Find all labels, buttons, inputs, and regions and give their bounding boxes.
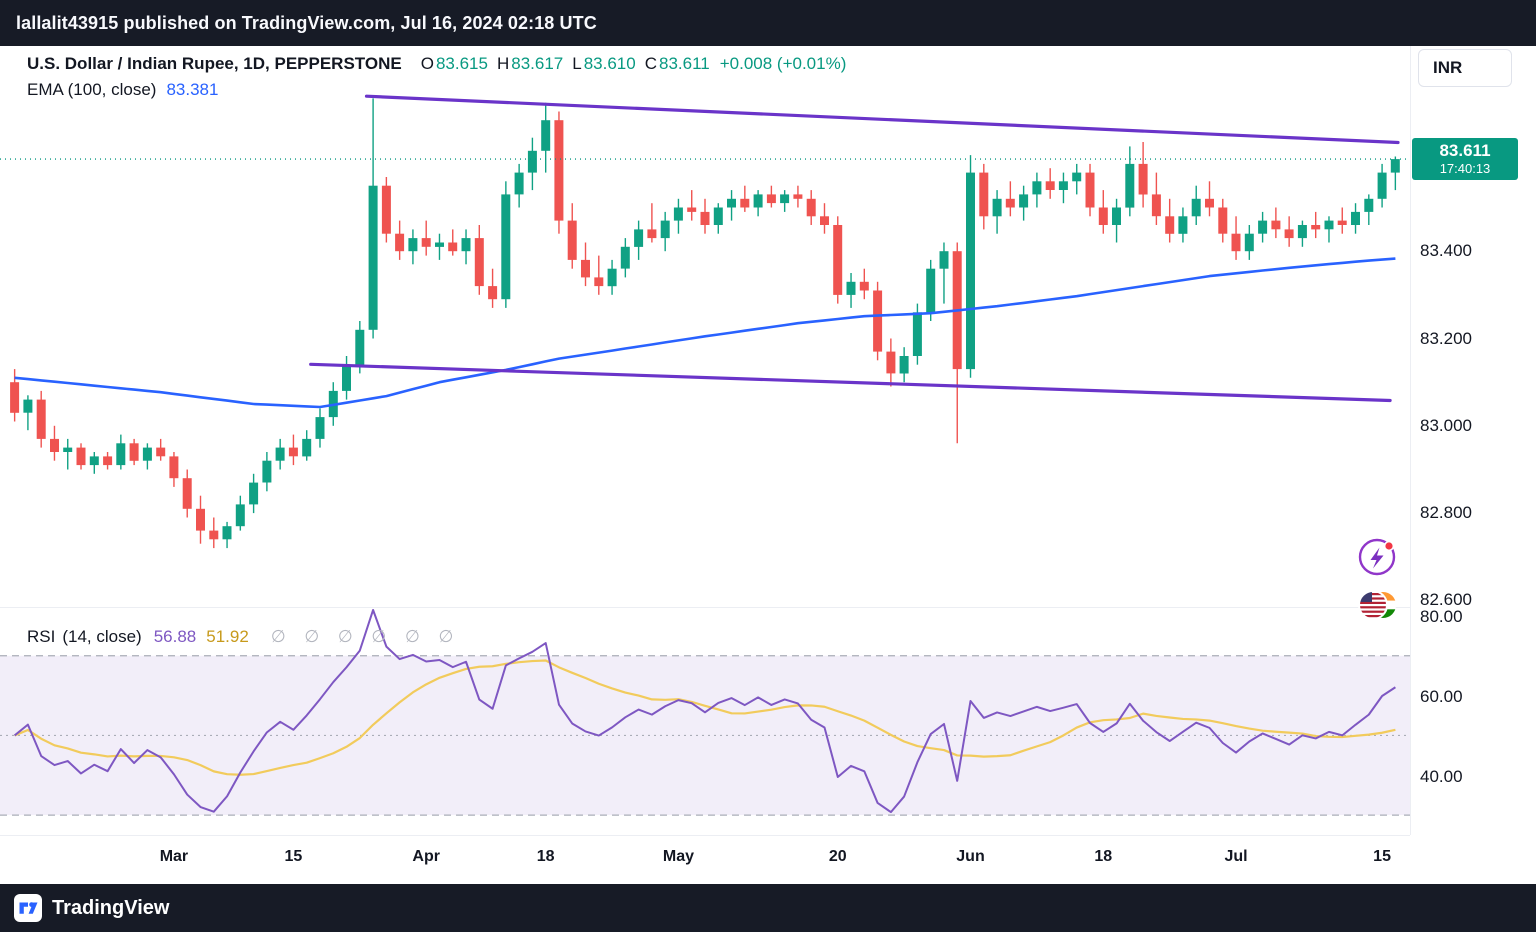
time-tick-label: Jul (1224, 848, 1248, 865)
tradingview-logo[interactable] (14, 894, 42, 922)
ema-row: EMA (100, close) 83.381 (27, 80, 846, 100)
ohlc-row: U.S. Dollar / Indian Rupee, 1D, PEPPERST… (27, 54, 846, 74)
ema-value: 83.381 (166, 80, 219, 99)
rsi-tick-label: 40.00 (1420, 767, 1463, 786)
rsi-chart-svg[interactable] (0, 608, 1410, 835)
time-tick-label: Mar (159, 848, 189, 865)
usdinr-flag-icon (1358, 590, 1396, 620)
price-axis[interactable]: 83.400 83.200 83.000 82.800 82.600 (1410, 46, 1536, 610)
currency-unit-button[interactable]: INR (1418, 49, 1512, 87)
rsi-hidden-args: ∅ ∅ ∅ ∅ ∅ ∅ (270, 627, 454, 646)
open-value: 83.615 (435, 54, 488, 73)
rsi-axis[interactable]: 80.00 60.00 40.00 (1410, 607, 1536, 835)
price-tick-label: 83.000 (1420, 415, 1472, 435)
price-tick-label: 83.200 (1420, 328, 1472, 348)
time-tick-label: Jun (956, 848, 985, 865)
publish-info-text: lallalit43915 published on TradingView.c… (16, 12, 597, 33)
flash-ideas-icon[interactable] (1356, 536, 1398, 578)
candlestick-chart-svg[interactable] (0, 46, 1410, 607)
rsi-title[interactable]: RSI (27, 627, 56, 646)
rsi-legend: RSI (14, close) 56.88 51.92 ∅ ∅ ∅ ∅ ∅ ∅ (27, 627, 453, 647)
time-tick-label: 18 (536, 848, 555, 865)
time-tick-label: Apr (412, 848, 440, 865)
last-price-value: 83.611 (1439, 141, 1491, 161)
rsi-ma-value: 51.92 (206, 627, 249, 646)
price-change: +0.008 (+0.01%) (719, 54, 847, 73)
price-tick-label: 83.400 (1420, 241, 1472, 261)
time-axis[interactable]: Mar 15 Apr 18 May 20 Jun 18 Jul 15 (0, 835, 1410, 884)
symbol-title[interactable]: U.S. Dollar / Indian Rupee, 1D, PEPPERST… (27, 54, 402, 73)
rsi-value: 56.88 (153, 627, 197, 646)
close-label: C (644, 54, 657, 73)
chart-floating-icons (1356, 536, 1398, 626)
time-tick-label: 15 (1373, 848, 1391, 865)
low-value: 83.610 (583, 54, 636, 73)
rsi-tick-label: 60.00 (1420, 687, 1463, 706)
time-tick-label: 15 (284, 848, 303, 865)
bar-countdown: 17:40:13 (1439, 161, 1491, 177)
low-label: L (572, 54, 582, 73)
footer-bar: TradingView (0, 884, 1536, 932)
rsi-tick-label: 80.00 (1420, 607, 1463, 626)
chart-area: U.S. Dollar / Indian Rupee, 1D, PEPPERST… (0, 46, 1536, 884)
high-label: H (496, 54, 510, 73)
price-pane[interactable] (0, 46, 1410, 607)
last-price-badge: 83.611 17:40:13 (1412, 138, 1518, 181)
time-tick-label: 18 (1094, 848, 1113, 865)
ema-label[interactable]: EMA (100, close) (27, 80, 157, 99)
brand-name: TradingView (52, 896, 170, 919)
close-value: 83.611 (658, 54, 710, 73)
symbol-legend: U.S. Dollar / Indian Rupee, 1D, PEPPERST… (27, 54, 846, 106)
publish-info-bar: lallalit43915 published on TradingView.c… (0, 0, 1536, 46)
time-tick-label: May (662, 848, 694, 865)
price-tick-label: 82.600 (1420, 590, 1472, 610)
price-tick-label: 82.800 (1420, 503, 1472, 523)
high-value: 83.617 (511, 54, 564, 73)
rsi-pane[interactable] (0, 607, 1410, 835)
open-label: O (420, 54, 434, 73)
rsi-params: (14, close) (62, 627, 142, 646)
time-tick-label: 20 (828, 848, 847, 865)
